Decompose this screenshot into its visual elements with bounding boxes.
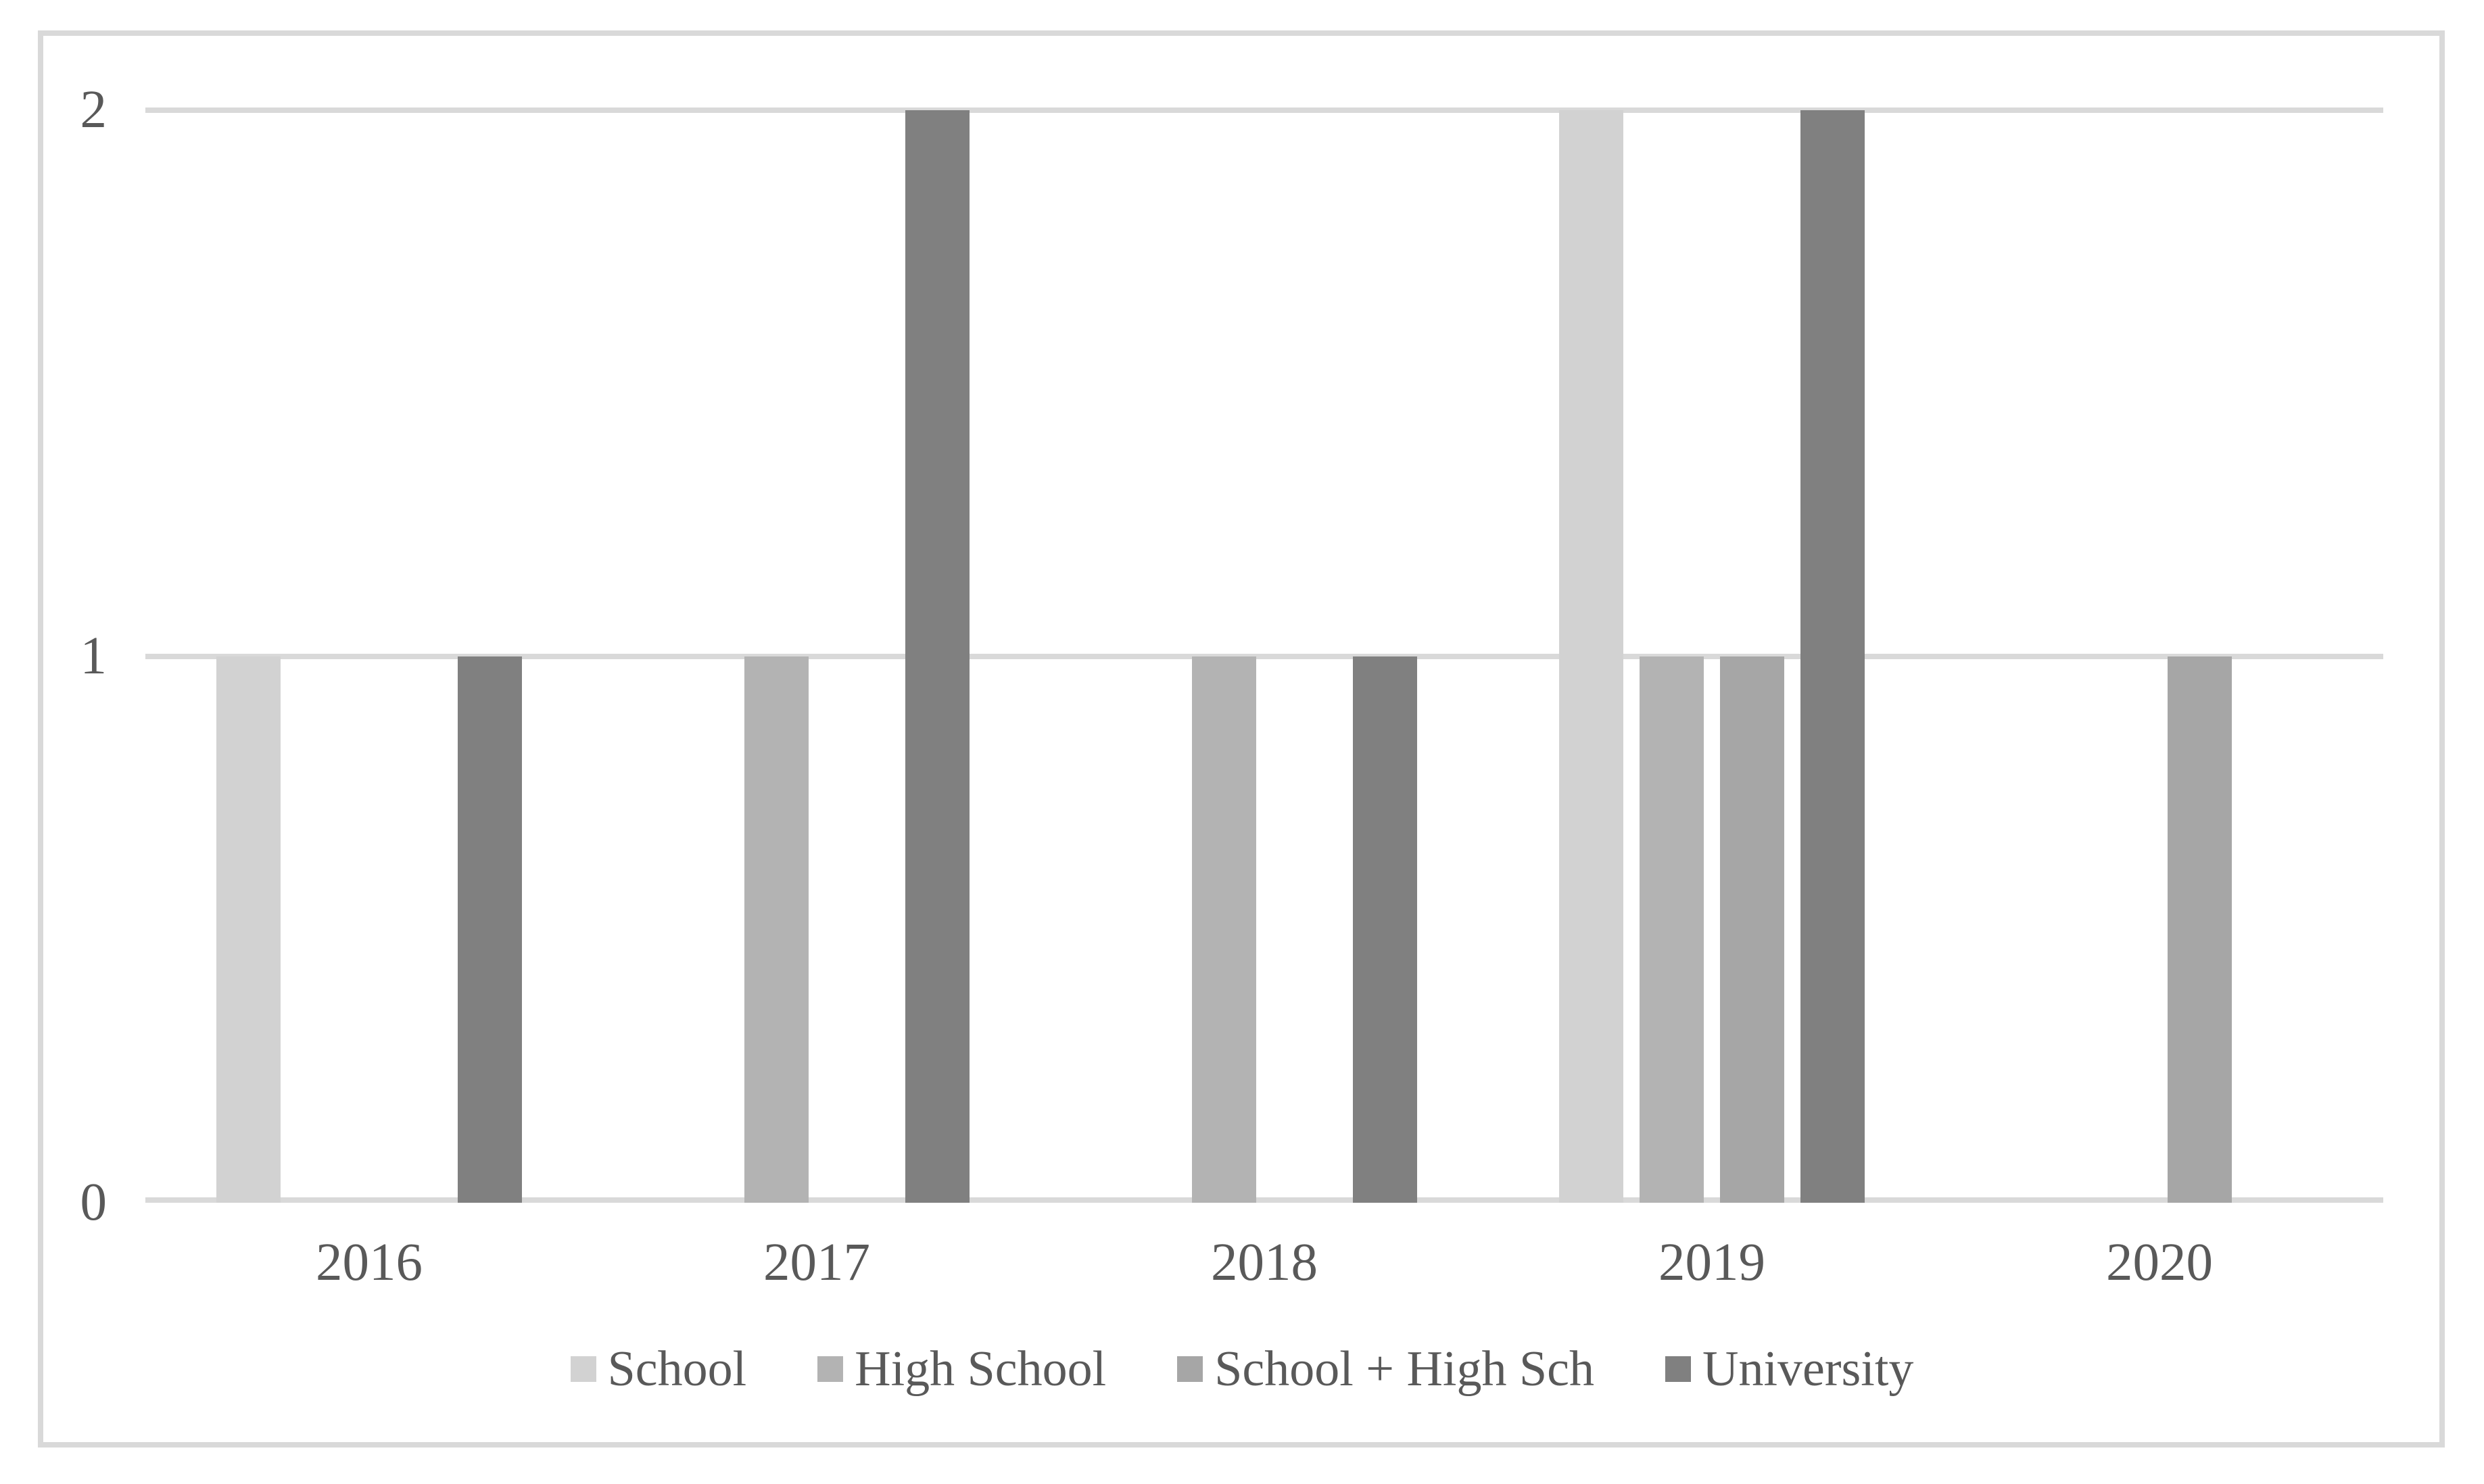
legend-item-university: University xyxy=(1665,1342,1913,1396)
bar-high-school-2017 xyxy=(744,656,809,1203)
x-axis-line xyxy=(145,1197,2383,1203)
x-tick-label-2020: 2020 xyxy=(2106,1233,2213,1292)
legend-swatch-high-school xyxy=(817,1356,844,1382)
y-tick-label-2: 2 xyxy=(80,80,108,139)
bar-university-2017 xyxy=(905,110,970,1203)
legend-label-school-high-sch: School + High Sch xyxy=(1214,1341,1594,1397)
bar-school-high-sch-2019 xyxy=(1720,656,1784,1203)
bar-university-2016 xyxy=(458,656,522,1203)
y-tick-label-0: 0 xyxy=(80,1173,108,1232)
bar-school-2016 xyxy=(216,656,281,1203)
legend-item-school-high-sch: School + High Sch xyxy=(1177,1342,1594,1396)
x-tick-label-2019: 2019 xyxy=(1658,1233,1765,1292)
bar-school-2019 xyxy=(1559,110,1623,1203)
legend-swatch-school xyxy=(570,1356,596,1382)
legend-swatch-university xyxy=(1665,1356,1691,1382)
bar-university-2018 xyxy=(1353,656,1417,1203)
gridline-y1 xyxy=(145,654,2383,659)
bar-high-school-2018 xyxy=(1192,656,1256,1203)
legend-label-school: School xyxy=(607,1341,747,1397)
plot-area xyxy=(145,107,2383,1203)
legend: School High School School + High Sch Univer… xyxy=(43,1342,2441,1396)
gridline-y2 xyxy=(145,107,2383,113)
legend-swatch-school-high-sch xyxy=(1177,1356,1203,1382)
legend-label-university: University xyxy=(1702,1341,1914,1397)
bar-school-high-sch-2020 xyxy=(2168,656,2232,1203)
legend-item-high-school: High School xyxy=(817,1342,1106,1396)
x-tick-label-2016: 2016 xyxy=(316,1233,423,1292)
y-tick-label-1: 1 xyxy=(80,627,108,686)
x-tick-label-2017: 2017 xyxy=(763,1233,870,1292)
legend-label-high-school: High School xyxy=(855,1341,1107,1397)
bar-high-school-2019 xyxy=(1640,656,1704,1203)
x-tick-label-2018: 2018 xyxy=(1211,1233,1318,1292)
legend-item-school: School xyxy=(570,1341,747,1397)
bar-university-2019 xyxy=(1800,110,1865,1203)
